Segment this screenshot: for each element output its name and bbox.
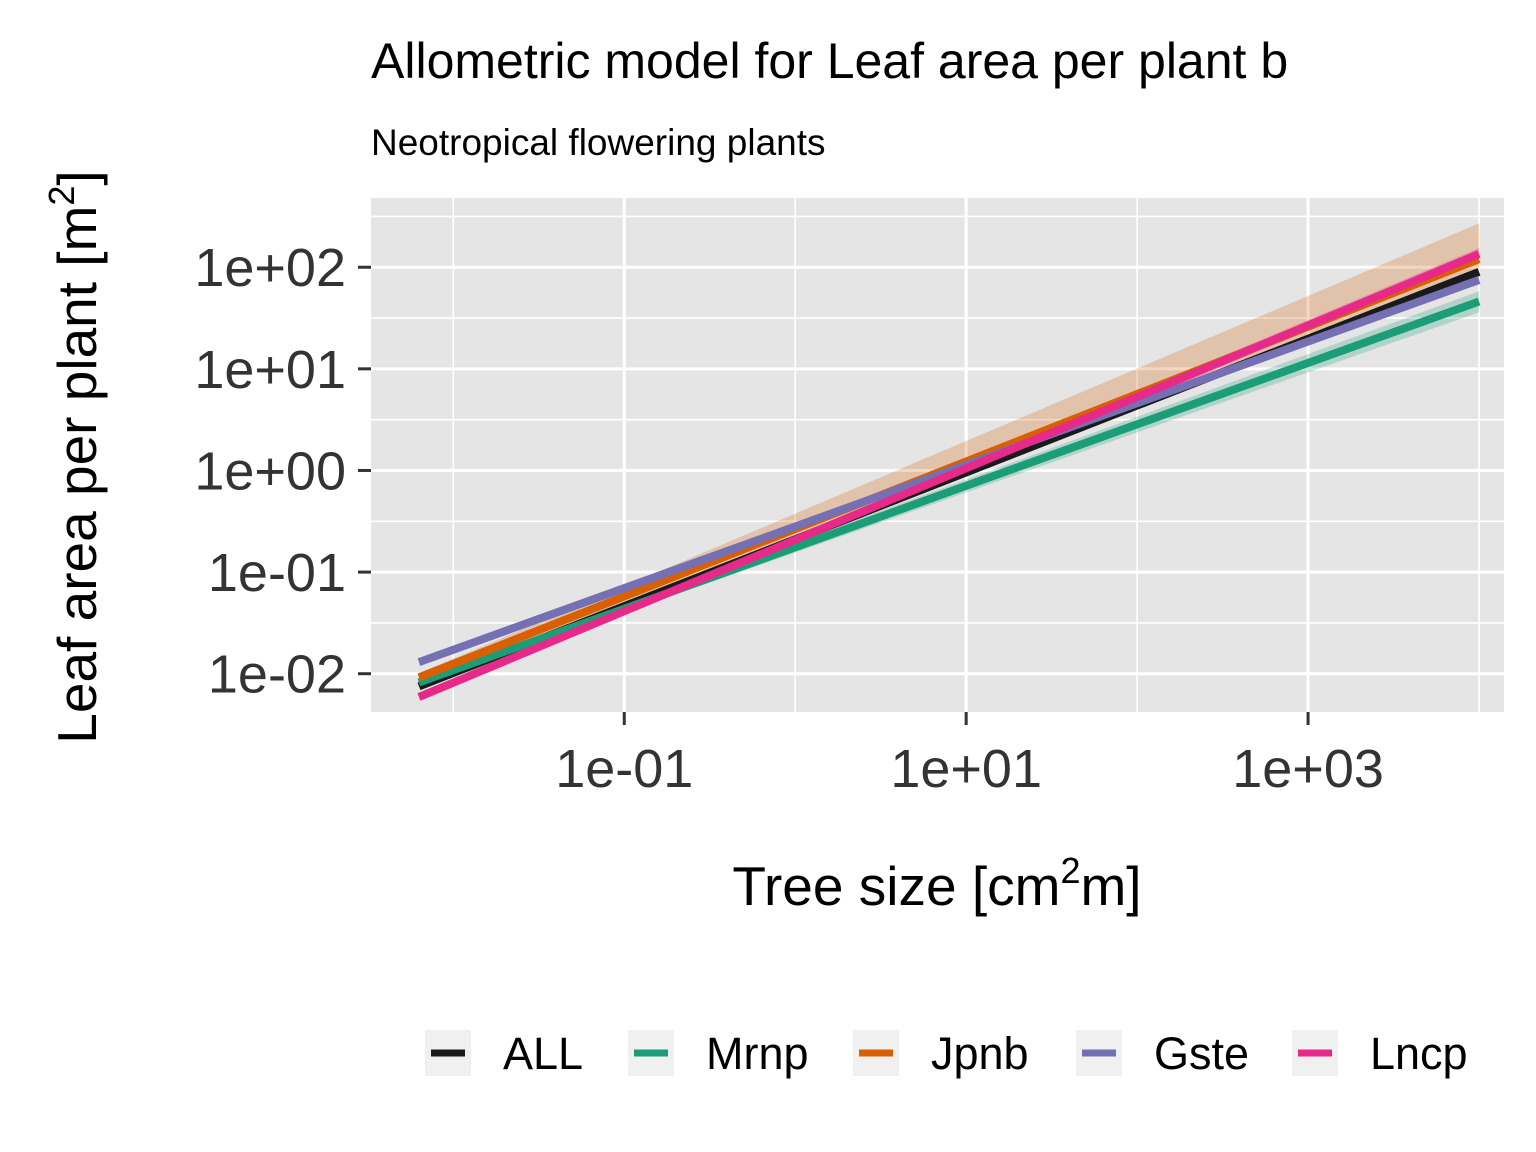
legend-item-all: ALL — [425, 1028, 583, 1079]
chart-title: Allometric model for Leaf area per plant… — [371, 33, 1288, 89]
y-tick-label: 1e-02 — [208, 645, 346, 705]
legend-label: Gste — [1154, 1028, 1249, 1079]
series-line-gste — [417, 276, 1481, 666]
legend-label: Jpnb — [931, 1028, 1029, 1079]
x-axis-title: Tree size [cm2m] — [732, 850, 1141, 917]
y-tick-label: 1e+01 — [194, 340, 346, 400]
y-axis-title-sup: 2 — [41, 186, 82, 206]
minor-gridlines — [371, 198, 1504, 712]
legend-label: Lncp — [1370, 1028, 1468, 1079]
series-lines — [417, 250, 1481, 701]
x-axis-title-tail: m] — [1080, 855, 1141, 917]
legend-item-gste: Gste — [1076, 1028, 1249, 1079]
x-axis: 1e-01 1e+01 1e+03 — [555, 712, 1384, 799]
y-axis-title-main: Leaf area per plant [m — [46, 206, 108, 744]
legend-item-mrnp: Mrnp — [628, 1028, 809, 1079]
y-tick-label: 1e-01 — [208, 543, 346, 603]
chart-subtitle: Neotropical flowering plants — [371, 122, 826, 163]
y-axis-title-tail: ] — [46, 170, 108, 185]
legend-label: Mrnp — [706, 1028, 809, 1079]
legend-item-jpnb: Jpnb — [853, 1028, 1029, 1079]
x-tick-label: 1e+01 — [890, 739, 1042, 799]
x-tick-label: 1e-01 — [555, 739, 693, 799]
legend-item-lncp: Lncp — [1292, 1028, 1468, 1079]
plot-panel — [371, 198, 1504, 712]
legend-label: ALL — [503, 1028, 583, 1079]
x-tick-label: 1e+03 — [1232, 739, 1384, 799]
series-line-lncp — [417, 250, 1481, 701]
y-axis: 1e-02 1e-01 1e+00 1e+01 1e+02 — [194, 238, 371, 705]
y-axis-title: Leaf area per plant [m2] — [41, 170, 108, 743]
x-axis-title-main: Tree size [cm — [732, 855, 1060, 917]
y-tick-label: 1e+00 — [194, 441, 346, 501]
x-axis-title-sup: 2 — [1060, 850, 1080, 891]
y-tick-label: 1e+02 — [194, 238, 346, 298]
legend: ALL Mrnp Jpnb Gste Lncp — [425, 1028, 1468, 1079]
